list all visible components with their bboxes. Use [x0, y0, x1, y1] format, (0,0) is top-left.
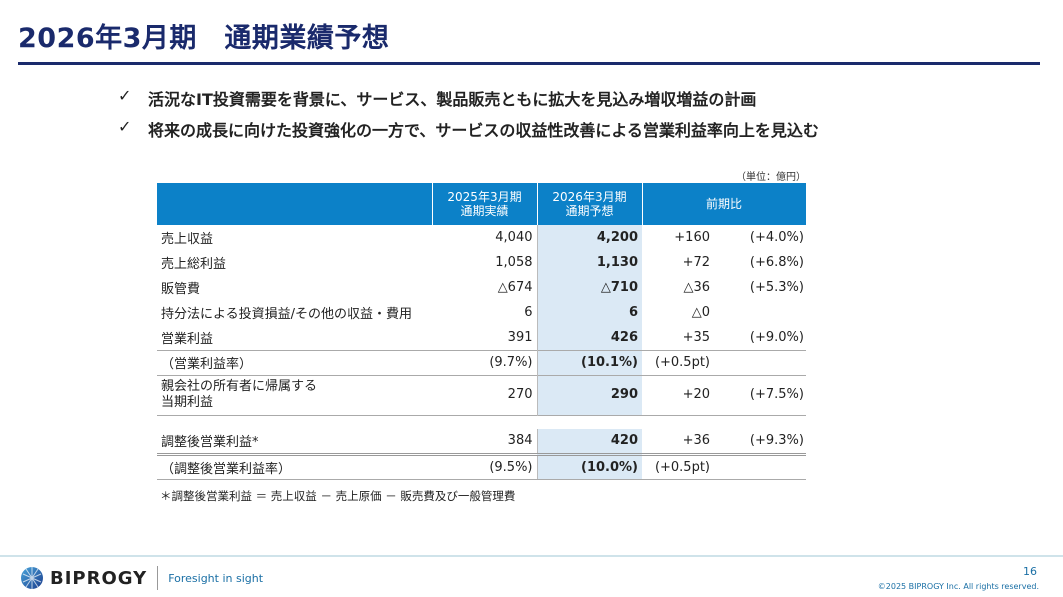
fy2026-value: 6	[537, 300, 642, 325]
yoy-change: +20	[642, 374, 714, 415]
row-label: 販管費	[157, 275, 432, 300]
row-label: 持分法による投資損益/その他の収益・費用	[157, 300, 432, 325]
bullet-item: ✓ 将来の成長に向けた投資強化の一方で、サービスの収益性改善による営業利益率向上を…	[118, 117, 819, 148]
header-blank	[157, 183, 433, 225]
row-label-text: （営業利益率）	[161, 357, 253, 372]
yoy-percent	[714, 300, 806, 325]
title-divider	[18, 62, 1040, 65]
row-label: 売上総利益	[157, 250, 432, 275]
copyright: ©2025 BIPROGY Inc. All rights reserved.	[877, 582, 1039, 591]
check-icon: ✓	[118, 86, 132, 105]
table-header: 2025年3月期 通期実績 2026年3月期 通期予想 前期比	[157, 183, 807, 225]
yoy-percent: (+9.3%)	[749, 433, 804, 449]
fy2026-value: 420	[537, 429, 642, 454]
table-row: （調整後営業利益率） (9.5%) (10.0%) (+0.5pt)	[157, 452, 806, 480]
fy2026-value: (10.1%)	[537, 349, 642, 375]
yoy-change: △36	[683, 280, 710, 295]
table-row: 販管費 △674 △710 △36 (+5.3%)	[157, 275, 806, 300]
table-row: （営業利益率） (9.7%) (10.1%) (+0.5pt)	[157, 349, 806, 375]
bullet-text: 将来の成長に向けた投資強化の一方で、サービスの収益性改善による営業利益率向上を見…	[148, 121, 819, 140]
table-row: 売上収益 4,040 4,200 +160 (+4.0%)	[157, 225, 806, 250]
fy2025-value: 384	[432, 429, 538, 454]
check-icon: ✓	[118, 117, 132, 136]
header-text: 2026年3月期	[552, 190, 627, 204]
yoy-change: +36	[682, 433, 710, 449]
bullet-item: ✓ 活況なIT投資需要を背景に、サービス、製品販売ともに拡大を見込み増収増益の計画	[118, 86, 819, 117]
yoy-percent: (+5.3%)	[749, 280, 804, 295]
row-label-text: 売上総利益	[161, 257, 227, 272]
fy2026-value: 1,130	[537, 250, 642, 275]
bullet-text: 活況なIT投資需要を背景に、サービス、製品販売ともに拡大を見込み増収増益の計画	[148, 90, 757, 109]
page-number: 16	[1023, 565, 1037, 578]
yoy-percent	[714, 452, 806, 480]
table-row: 持分法による投資損益/その他の収益・費用 6 6 △0	[157, 300, 806, 325]
row-label: （調整後営業利益率）	[157, 452, 432, 480]
table-row: 売上総利益 1,058 1,130 +72 (+6.8%)	[157, 250, 806, 275]
globe-logo-icon	[21, 567, 43, 589]
yoy-change: +35	[682, 329, 710, 345]
yoy-percent: (+4.0%)	[749, 230, 804, 245]
row-label-text: （調整後営業利益率）	[161, 461, 292, 477]
fy2025-value: 4,040	[432, 225, 538, 250]
fy2025-value: 6	[432, 300, 538, 325]
yoy-percent: (+7.5%)	[714, 374, 806, 415]
fy2025-value: (9.5%)	[432, 452, 538, 480]
row-label: （営業利益率）	[157, 349, 432, 375]
fy2025-value: 391	[432, 325, 538, 350]
row-label-text: 販管費	[161, 282, 201, 297]
row-label: 親会社の所有者に帰属する 当期利益	[157, 374, 432, 415]
row-label-text: 持分法による投資損益/その他の収益・費用	[161, 307, 412, 322]
yoy-change: +72	[682, 255, 710, 270]
fy2025-value: △674	[432, 275, 538, 300]
footnote: ＊調整後営業利益 ＝ 売上収益 － 売上原価 － 販売費及び一般管理費	[160, 489, 516, 503]
table-row: 親会社の所有者に帰属する 当期利益 270 290 +20 (+7.5%)	[157, 374, 806, 415]
header-text: 通期予想	[565, 204, 614, 218]
row-label-text: 営業利益	[161, 331, 214, 347]
row-label-text: 当期利益	[161, 395, 214, 410]
table-row: 調整後営業利益* 384 420 +36 (+9.3%)	[157, 429, 806, 454]
fy2026-value: 426	[537, 325, 642, 350]
fy2026-value: (10.0%)	[537, 452, 642, 480]
table-row: 営業利益 391 426 +35 (+9.0%)	[157, 325, 806, 350]
unit-label: （単位：億円）	[736, 172, 806, 183]
yoy-change: +160	[674, 230, 710, 245]
yoy-percent: (+9.0%)	[749, 329, 804, 345]
yoy-change: (+0.5pt)	[642, 349, 714, 375]
row-label: 営業利益	[157, 325, 432, 350]
bullet-list: ✓ 活況なIT投資需要を背景に、サービス、製品販売ともに拡大を見込み増収増益の計画…	[118, 86, 819, 148]
row-label-text: 親会社の所有者に帰属する	[161, 379, 318, 394]
gap-cell	[157, 414, 806, 429]
logo-divider	[157, 566, 159, 590]
page-title: 2026年3月期 通期業績予想	[18, 23, 390, 54]
header-yoy: 前期比	[642, 183, 807, 225]
fy2026-value: △710	[537, 275, 642, 300]
header-fy2025: 2025年3月期 通期実績	[432, 183, 538, 225]
fy2025-value: 1,058	[432, 250, 538, 275]
row-label-text: 売上収益	[161, 232, 214, 247]
header-fy2026: 2026年3月期 通期予想	[537, 183, 643, 225]
header-text: 2025年3月期	[447, 190, 522, 204]
company-logo: BIPROGY Foresight in sight	[20, 566, 263, 590]
yoy-change: △0	[691, 305, 710, 320]
row-label-text: 調整後営業利益*	[161, 435, 259, 451]
yoy-percent	[714, 349, 806, 375]
brand-name: BIPROGY	[50, 567, 148, 589]
fy2025-value: 270	[432, 374, 538, 415]
row-gap	[157, 414, 806, 429]
fy2026-value: 4,200	[537, 225, 642, 250]
yoy-percent: (+6.8%)	[749, 255, 804, 270]
row-label: 売上収益	[157, 225, 432, 250]
yoy-change: (+0.5pt)	[642, 452, 714, 480]
fy2025-value: (9.7%)	[432, 349, 538, 375]
row-label: 調整後営業利益*	[157, 429, 432, 454]
tagline: Foresight in sight	[168, 571, 264, 585]
fy2026-value: 290	[537, 374, 642, 415]
forecast-table: 2025年3月期 通期実績 2026年3月期 通期予想 前期比 売上収益 4,040 4…	[157, 183, 807, 480]
header-text: 通期実績	[460, 204, 509, 218]
footer-divider	[0, 555, 1063, 557]
